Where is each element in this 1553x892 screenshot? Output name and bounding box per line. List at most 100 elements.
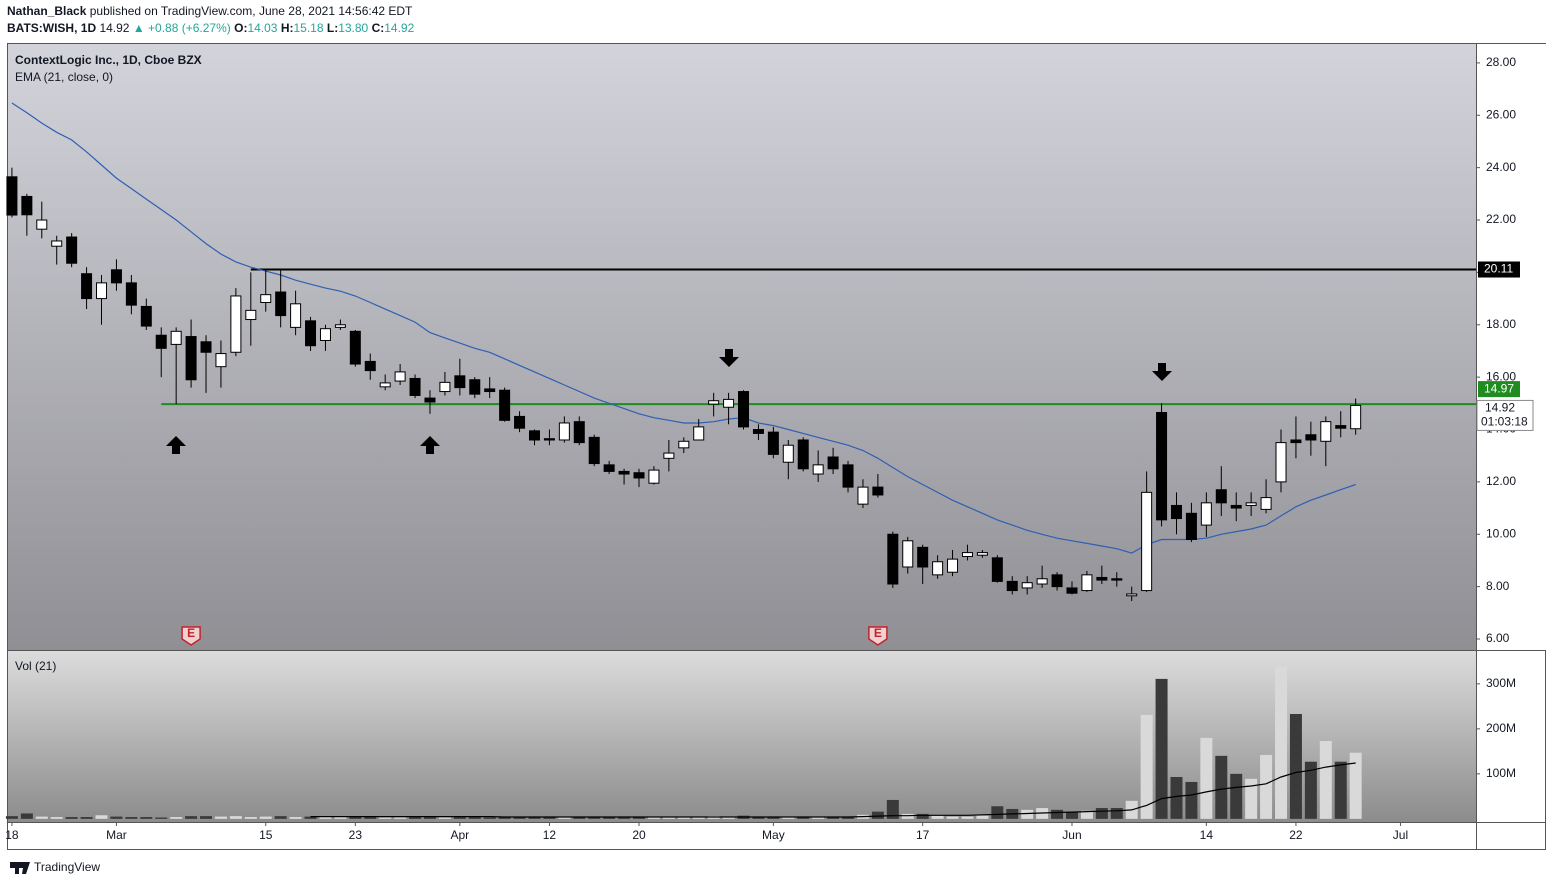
arrow-up xyxy=(166,436,186,454)
volume-bar xyxy=(1245,778,1258,819)
volume-bar xyxy=(65,817,78,819)
volume-bar xyxy=(259,816,272,819)
volume-bar xyxy=(886,799,899,819)
candle-body xyxy=(573,421,585,444)
candle-body xyxy=(797,439,809,470)
volume-bar xyxy=(244,817,257,819)
volume-bar xyxy=(752,817,765,819)
x-tick-label: 12 xyxy=(543,828,557,842)
x-tick-label: Apr xyxy=(450,828,469,842)
candle-body xyxy=(588,436,600,465)
candle-body xyxy=(140,305,152,327)
volume-bar xyxy=(438,817,451,819)
volume-bar xyxy=(20,813,33,819)
volume-bar xyxy=(200,816,213,819)
ohlc-value: 14.03 xyxy=(247,21,277,35)
price-axis xyxy=(1476,44,1546,650)
volume-bar xyxy=(603,817,616,819)
volume-bar xyxy=(155,817,168,819)
candle-body xyxy=(902,540,914,568)
volume-bar xyxy=(1065,811,1078,819)
candle-body xyxy=(394,371,406,382)
volume-bar xyxy=(633,817,646,819)
volume-bar xyxy=(976,815,989,819)
ohlc: O:14.03 H:15.18 L:13.80 C:14.92 xyxy=(234,21,414,35)
ohlc-label: C: xyxy=(372,21,385,35)
candle-body xyxy=(125,282,137,306)
plot: 6.008.0010.0012.0014.0016.0018.0020.0022… xyxy=(5,55,1534,842)
volume-tick-label: 300M xyxy=(1486,676,1516,690)
publisher: Nathan_Black xyxy=(7,4,87,18)
volume-bar xyxy=(1155,678,1168,819)
x-tick-label: 20 xyxy=(632,828,646,842)
x-tick-label: 23 xyxy=(349,828,363,842)
candle-body xyxy=(782,444,794,463)
candle-body xyxy=(36,219,48,230)
volume-bar xyxy=(946,816,959,819)
candle-body xyxy=(110,269,122,284)
logo xyxy=(10,862,30,874)
volume-bar xyxy=(1185,781,1198,819)
candle-body xyxy=(1305,434,1317,441)
candle-body xyxy=(1141,491,1153,592)
volume-bar xyxy=(80,817,93,819)
candle-body xyxy=(917,546,929,568)
volume-bar xyxy=(961,816,974,819)
candle-body xyxy=(334,324,346,328)
x-tick-label: 22 xyxy=(1289,828,1303,842)
volume-bar xyxy=(140,817,153,819)
candle-body xyxy=(1156,411,1168,521)
candle-body xyxy=(51,240,63,247)
candle-body xyxy=(305,320,317,347)
candle-body xyxy=(1036,578,1048,585)
candle-body xyxy=(170,330,182,345)
volume-bar xyxy=(901,813,914,819)
volume-bar xyxy=(1334,761,1347,819)
x-tick-label: 14 xyxy=(1200,828,1214,842)
volume-bar xyxy=(1319,741,1332,819)
volume-bar xyxy=(1304,761,1317,819)
candle-body xyxy=(469,379,481,395)
volume-bar xyxy=(827,817,840,819)
volume-bar xyxy=(483,817,496,819)
candle-body xyxy=(648,469,660,484)
arrow-up xyxy=(420,436,440,454)
candle-body xyxy=(1350,404,1362,430)
candle-body xyxy=(484,388,496,393)
candle-body xyxy=(961,552,973,558)
volume-bar xyxy=(409,816,422,819)
countdown: 01:03:18 xyxy=(1481,415,1528,429)
candle-body xyxy=(1320,421,1332,442)
volume-bar xyxy=(588,817,601,819)
indicator-title: EMA (21, close, 0) xyxy=(15,70,113,84)
arrow-down xyxy=(719,349,739,367)
candle-body xyxy=(738,391,750,428)
volume-title: Vol (21) xyxy=(15,659,56,673)
candle-body xyxy=(379,382,391,388)
y-tick-label: 16.00 xyxy=(1486,369,1516,383)
volume-bar xyxy=(50,817,63,819)
candle-body xyxy=(290,303,302,328)
volume-bar xyxy=(1080,810,1093,819)
volume-bar xyxy=(110,816,123,819)
volume-bar xyxy=(513,817,526,819)
candle-body xyxy=(723,398,735,408)
volume-bar xyxy=(498,816,511,819)
candle-body xyxy=(678,440,690,449)
volume-bar xyxy=(274,816,287,819)
volume-bar xyxy=(871,811,884,819)
volume-bar xyxy=(125,817,138,819)
volume-bar xyxy=(468,817,481,819)
volume-bar xyxy=(304,816,317,819)
volume-bar xyxy=(916,813,929,819)
volume-bar xyxy=(662,817,675,819)
volume-bar xyxy=(1095,808,1108,819)
earnings-label: E xyxy=(187,626,195,640)
candle-body xyxy=(1081,574,1093,592)
candle-body xyxy=(842,464,854,488)
header-line-1: Nathan_Black published on TradingView.co… xyxy=(7,4,413,18)
candle-body xyxy=(155,334,167,349)
volume-bar xyxy=(573,817,586,819)
volume-ma-line xyxy=(310,762,1356,818)
